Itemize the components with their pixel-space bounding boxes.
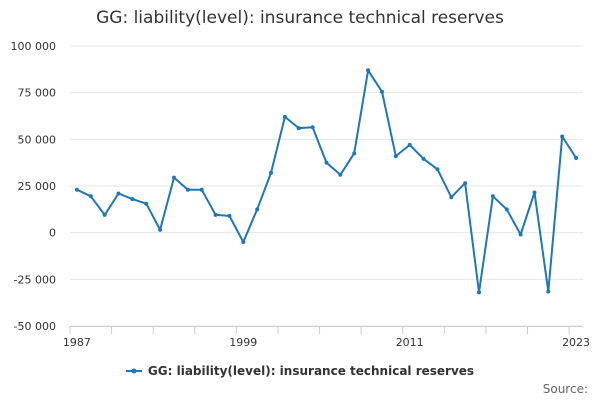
y-tick-label: -25 000: [14, 273, 56, 286]
data-point: [116, 191, 121, 196]
y-tick-label: 100 000: [11, 40, 57, 53]
data-point: [449, 195, 454, 200]
data-point: [324, 160, 329, 165]
data-point: [435, 167, 440, 172]
data-point: [532, 190, 537, 195]
x-tick-label: 2023: [562, 336, 590, 349]
y-tick-label: 75 000: [18, 87, 57, 100]
data-point: [255, 207, 260, 212]
data-point: [366, 68, 371, 73]
data-point: [421, 156, 426, 161]
y-tick-label: 50 000: [18, 133, 57, 146]
data-point: [338, 172, 343, 177]
data-point: [171, 175, 176, 180]
chart-title: GG: liability(level): insurance technica…: [96, 8, 504, 28]
data-point: [546, 289, 551, 294]
data-point: [102, 212, 107, 217]
data-point: [74, 187, 79, 192]
data-point: [213, 212, 218, 217]
data-point: [379, 89, 384, 94]
legend-symbol-icon: [125, 368, 142, 374]
x-tick-label: 1999: [229, 336, 257, 349]
data-point: [241, 240, 246, 244]
data-point: [310, 125, 315, 130]
data-point: [407, 142, 412, 147]
data-point: [490, 194, 495, 199]
data-point: [158, 227, 163, 232]
data-point: [282, 114, 287, 119]
data-point: [199, 187, 204, 192]
data-point: [463, 181, 468, 186]
legend[interactable]: GG: liability(level): insurance technica…: [0, 364, 600, 378]
y-tick-label: 0: [49, 227, 56, 240]
data-point: [560, 134, 565, 139]
y-tick-label: 25 000: [18, 180, 57, 193]
data-point: [130, 197, 135, 202]
data-point: [504, 207, 509, 212]
y-tick-label: -50 000: [14, 320, 56, 333]
data-point: [144, 201, 149, 206]
data-point: [393, 154, 398, 159]
data-point: [574, 156, 579, 160]
data-point: [185, 187, 190, 192]
data-point: [269, 170, 274, 175]
x-tick-label: 1987: [63, 336, 91, 349]
series-line: [76, 69, 577, 294]
data-point: [88, 194, 93, 199]
source-label: Source:: [542, 382, 588, 396]
legend-label: GG: liability(level): insurance technica…: [147, 364, 475, 378]
data-point: [296, 126, 301, 131]
data-point: [227, 213, 232, 218]
data-point: [518, 232, 523, 237]
data-point: [352, 151, 357, 156]
x-tick-label: 2011: [396, 336, 424, 349]
data-point: [477, 290, 482, 295]
